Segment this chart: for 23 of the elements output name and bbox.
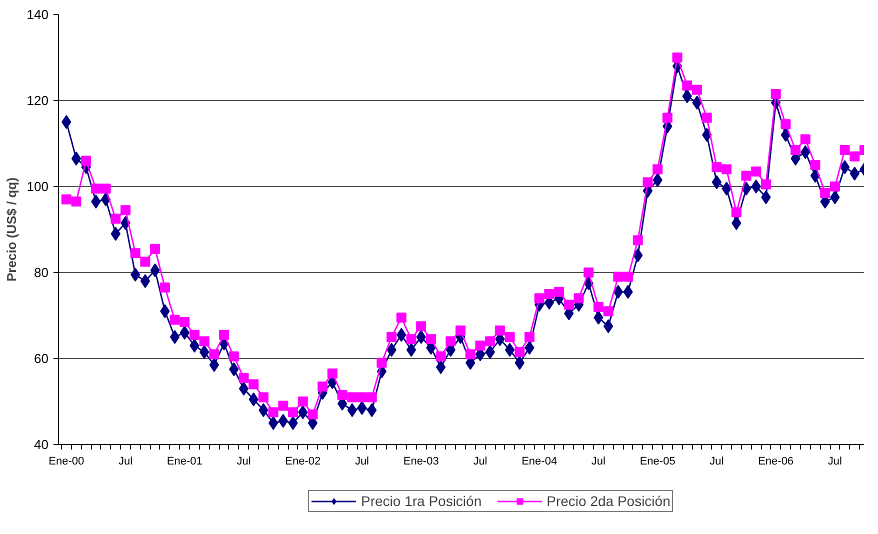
x-tick-label: Ene-05 (640, 456, 676, 468)
y-tick-label: 140 (26, 7, 49, 22)
y-tick-label: 40 (34, 437, 49, 452)
y-axis-title: Precio (US$ / qq) (4, 177, 19, 282)
y-tick-label: 80 (34, 265, 49, 280)
x-tick-label: Ene-00 (48, 456, 84, 468)
x-tick-label: Ene-01 (166, 456, 202, 468)
x-tick-label: Ene-02 (285, 456, 321, 468)
legend-label: Precio 2da Posición (546, 493, 670, 509)
x-tick-label: Jul (710, 456, 724, 468)
x-tick-label: Ene-06 (758, 456, 794, 468)
x-tick-label: Jul (828, 456, 842, 468)
x-tick-label: Ene-03 (403, 456, 439, 468)
x-tick-label: Jul (473, 456, 488, 468)
legend-label: Precio 1ra Posición (361, 493, 482, 509)
x-tick-label: Ene-04 (522, 456, 558, 468)
x-tick-label: Jul (354, 456, 370, 468)
y-tick-label: 60 (34, 351, 49, 366)
x-tick-label: Jul (118, 456, 133, 468)
y-tick-label: 100 (26, 179, 49, 194)
x-tick-label: Jul (591, 456, 606, 468)
x-tick-label: Jul (236, 456, 251, 468)
y-tick-label: 120 (26, 93, 49, 108)
